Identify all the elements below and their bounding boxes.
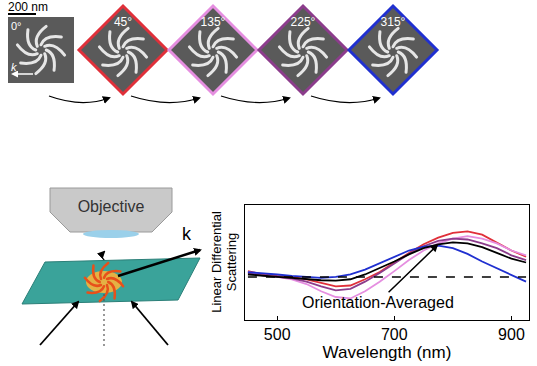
svg-text:k: k (182, 224, 192, 244)
svg-text:500: 500 (264, 326, 291, 343)
svg-text:700: 700 (381, 326, 408, 343)
svg-text:225°: 225° (291, 15, 316, 29)
html-text:Linear Differential Scattering: Linear Differential Scattering (209, 211, 239, 313)
svg-text:315°: 315° (381, 15, 406, 29)
svg-text:Orientation-Averaged: Orientation-Averaged (302, 294, 454, 311)
svg-text:45°: 45° (114, 15, 132, 29)
svg-text:0°: 0° (11, 20, 22, 32)
svg-text:135°: 135° (201, 15, 226, 29)
svg-text:Wavelength (nm): Wavelength (nm) (323, 343, 452, 362)
svg-text:900: 900 (498, 326, 525, 343)
svg-text:k: k (11, 61, 17, 73)
svg-text:Objective: Objective (78, 198, 145, 215)
svg-text:200 nm: 200 nm (8, 0, 48, 14)
